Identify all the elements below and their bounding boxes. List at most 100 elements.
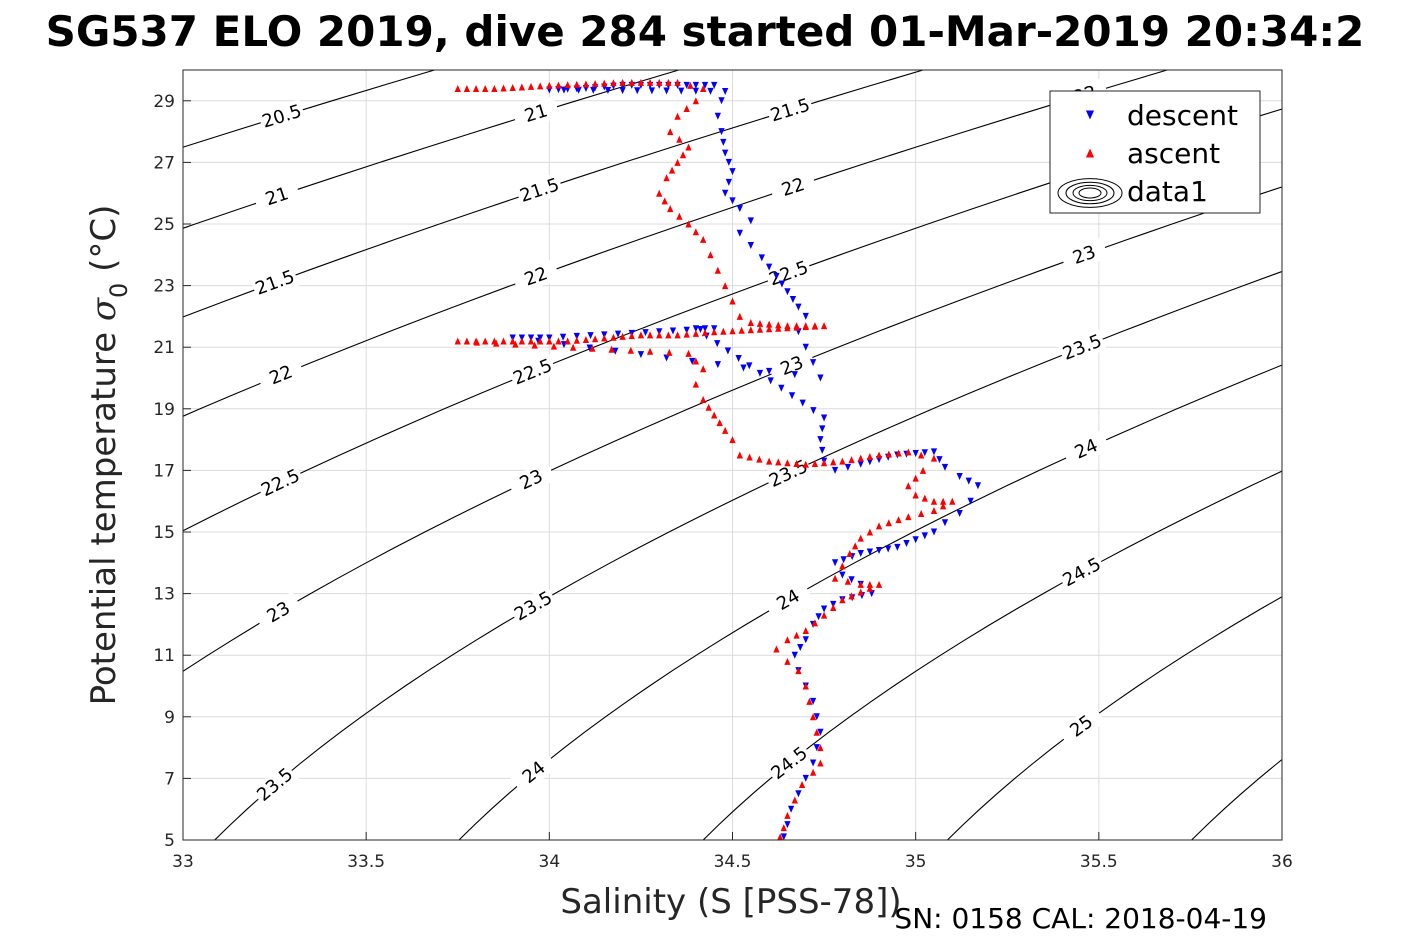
descent-point — [795, 790, 802, 798]
descent-point — [797, 644, 804, 651]
ascent-point — [811, 322, 819, 330]
ascent-point — [463, 84, 471, 92]
contour-label-bg — [1059, 237, 1109, 273]
descent-point — [648, 87, 656, 95]
ascent-point — [939, 497, 947, 505]
y-tick-label: 29 — [153, 92, 175, 112]
contour-label-bg — [253, 591, 304, 633]
ascent-point — [711, 328, 718, 336]
ascent-point — [756, 325, 764, 333]
contour-label-bg — [511, 258, 561, 295]
contour-label-bg — [509, 749, 558, 795]
descent-point — [714, 340, 721, 348]
descent-point — [587, 332, 594, 340]
ascent-point — [500, 84, 507, 92]
ascent-point — [949, 497, 956, 505]
descent-point — [573, 332, 580, 340]
ascent-point — [848, 592, 855, 600]
legend-contour-icon — [1065, 181, 1115, 205]
ascent-point — [601, 334, 608, 342]
ascent-point — [564, 337, 571, 345]
descent-point — [784, 288, 791, 296]
ascent-point — [848, 456, 855, 464]
ascent-point — [802, 627, 809, 635]
ascent-point — [701, 329, 709, 337]
ascent-point — [857, 454, 864, 462]
ascent-point — [895, 449, 902, 457]
contour-label-bg — [764, 255, 814, 292]
y-tick-label: 11 — [153, 646, 175, 666]
descent-point — [789, 295, 797, 303]
ascent-point — [811, 619, 819, 627]
descent-point — [735, 354, 742, 362]
descent-point — [718, 128, 725, 136]
ascent-point — [773, 645, 780, 653]
ascent-point — [857, 580, 864, 588]
legend-contour-icon — [1078, 187, 1102, 199]
ascent-point — [806, 697, 813, 705]
ascent-point — [784, 657, 791, 665]
ascent-point — [765, 320, 773, 328]
descent-point — [817, 728, 824, 736]
descent-point — [941, 463, 949, 471]
ascent-point — [509, 83, 516, 91]
y-axis: 5 7 9 11 13 15 17 19 21 23 25 27 29 — [153, 92, 191, 851]
x-axis: 33 33.5 34 34.5 35 35.5 36 — [172, 832, 1293, 872]
ascent-point — [591, 335, 599, 343]
descent-point — [936, 456, 943, 464]
ascent-point — [756, 455, 763, 463]
ascent-point — [875, 522, 883, 530]
descent-point — [714, 112, 721, 120]
contour-label-bg — [1061, 429, 1111, 468]
ascent-point — [546, 81, 553, 89]
descent-point — [802, 343, 809, 351]
contour-label-bg — [252, 178, 302, 214]
descent-point — [683, 326, 690, 334]
ascent-point — [685, 220, 692, 228]
contour-label-bg — [506, 460, 556, 499]
descent-point — [857, 460, 864, 468]
contour-label-bg — [768, 169, 818, 205]
ascent-point — [839, 562, 846, 570]
ascent-point — [919, 466, 927, 474]
y-tick-label: 21 — [153, 338, 175, 358]
ascent-point — [784, 811, 791, 819]
ascent-point — [784, 636, 791, 644]
ascent-point — [610, 333, 617, 341]
contour-label-bg — [1057, 328, 1107, 366]
ascent-point — [820, 611, 828, 619]
descent-point — [840, 556, 847, 564]
contour-label-bg — [763, 454, 814, 493]
ascent-point — [667, 205, 674, 213]
descent-point — [701, 81, 709, 89]
descent-point — [683, 81, 690, 89]
ascent-point — [820, 322, 828, 330]
contour-label-bg — [1057, 704, 1106, 748]
descent-point — [619, 87, 626, 95]
descent-point — [669, 327, 677, 335]
ascent-point — [738, 326, 745, 334]
ascent-point — [683, 105, 690, 112]
descent-point — [809, 697, 817, 705]
descent-point — [722, 189, 729, 197]
descent-point — [778, 384, 785, 392]
y-tick-label: 25 — [153, 215, 175, 235]
descent-point — [575, 86, 582, 94]
descent-point — [791, 651, 798, 659]
ascent-point — [707, 251, 714, 259]
ascent-point — [747, 319, 754, 327]
ascent-point — [700, 365, 707, 373]
ascent-point — [700, 235, 707, 243]
x-tick-label: 33.5 — [347, 852, 385, 872]
descent-point — [799, 399, 806, 407]
ascent-point — [729, 297, 736, 305]
ascent-point — [674, 158, 681, 166]
ascent-point — [846, 550, 853, 558]
descent-point — [831, 559, 839, 567]
descent-point — [711, 81, 718, 89]
y-tick-label: 15 — [153, 523, 175, 543]
legend-descent-marker — [1085, 110, 1095, 120]
ascent-point — [795, 667, 802, 675]
y-tick-label: 13 — [153, 585, 175, 605]
y-axis-label-unit: (°C) — [84, 205, 124, 283]
